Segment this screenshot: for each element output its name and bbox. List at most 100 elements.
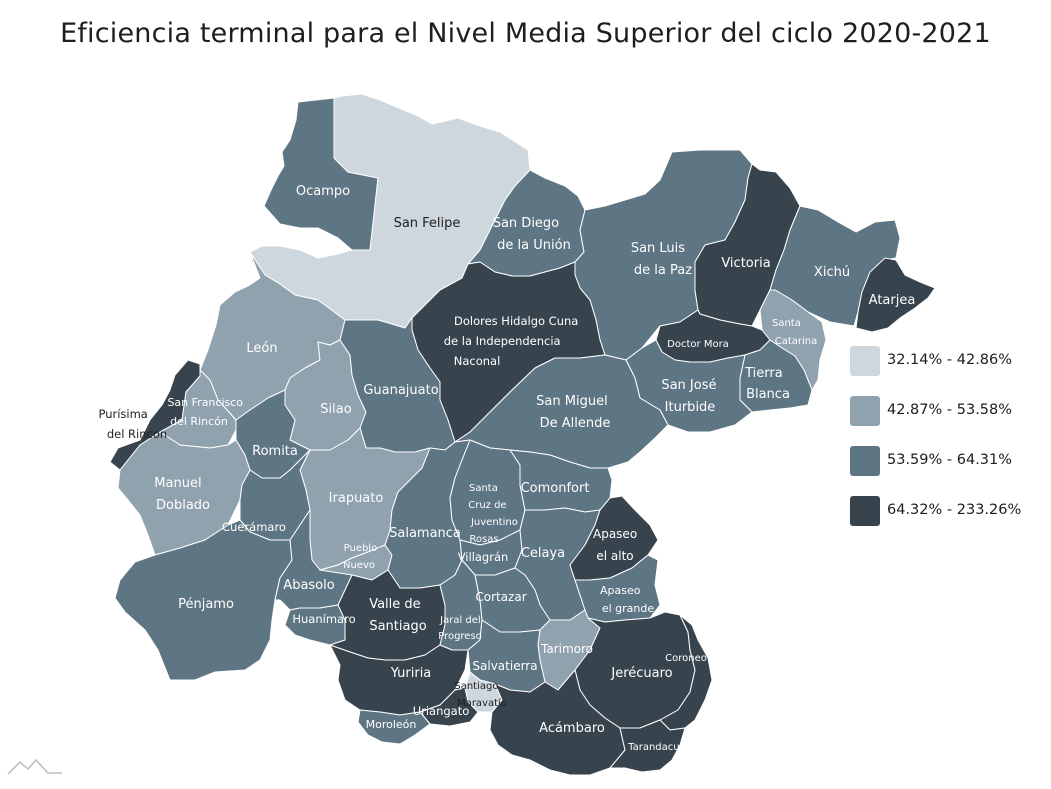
- label-pueblo-nuevo-line-1: Pueblo: [344, 543, 378, 554]
- label-coroneo: Coroneo: [665, 653, 707, 664]
- label-san-luis-paz-line-1: San Luis: [631, 241, 685, 256]
- label-san-luis-paz: San Luis de la Paz: [631, 241, 692, 278]
- label-uriangato: Uriangato: [413, 704, 470, 718]
- label-purisima-line-2: del Rincon: [107, 427, 167, 441]
- label-san-felipe: San Felipe: [394, 216, 461, 231]
- region-moroleon[interactable]: [357, 709, 431, 745]
- label-san-diego-line-2: de la Unión: [497, 238, 571, 253]
- legend-item-4[interactable]: 64.32% - 233.26%: [850, 496, 1050, 526]
- label-santa-cruz-line-4: Rosas: [469, 534, 498, 545]
- region-penjamo[interactable]: [114, 519, 293, 681]
- map-title: Eficiencia terminal para el Nivel Media …: [60, 18, 991, 49]
- legend-swatch-2: [850, 396, 880, 426]
- region-yuriria[interactable]: [329, 644, 469, 716]
- label-manuel-doblado-line-1: Manuel: [154, 476, 201, 491]
- label-comonfort: Comonfort: [521, 481, 590, 496]
- label-dolores: Dolores Hidalgo Cuna de la Independencia…: [444, 314, 582, 368]
- label-guanajuato: Guanajuato: [363, 383, 438, 398]
- legend-swatch-3: [850, 446, 880, 476]
- label-acambaro: Acámbaro: [539, 721, 605, 736]
- label-salvatierra: Salvatierra: [472, 659, 537, 673]
- label-san-luis-paz-line-2: de la Paz: [634, 263, 692, 278]
- label-valle-santiago: Valle de Santiago: [369, 597, 427, 634]
- label-san-diego: San Diego de la Unión: [493, 216, 571, 253]
- label-dolores-line-2: de la Independencia: [444, 334, 561, 348]
- label-doctor-mora: Doctor Mora: [667, 339, 729, 350]
- label-san-francisco-line-1: San Francisco: [167, 396, 243, 409]
- label-abasolo: Abasolo: [283, 578, 334, 593]
- label-celaya: Celaya: [521, 546, 565, 561]
- label-cueramaro: Cuerámaro: [222, 520, 286, 534]
- label-apaseo-alto-line-2: el alto: [596, 549, 633, 563]
- label-santiago-maravatio-line-2: Maravatío: [457, 697, 507, 709]
- label-salamanca: Salamanca: [389, 526, 461, 541]
- label-santiago-maravatio-line-1: Santiago: [454, 681, 498, 692]
- label-moroleon: Moroleón: [366, 718, 417, 731]
- label-santa-catarina-line-1: Santa: [772, 318, 801, 329]
- label-san-miguel-line-1: San Miguel: [536, 394, 608, 409]
- label-yuriria: Yuriria: [390, 666, 432, 681]
- label-cortazar: Cortazar: [475, 590, 526, 604]
- label-santa-cruz-line-1: Santa: [469, 483, 498, 494]
- label-santa-catarina: Santa Catarina: [772, 318, 817, 347]
- legend-label-1: 32.14% - 42.86%: [887, 352, 1013, 368]
- legend-item-1[interactable]: 32.14% - 42.86%: [850, 346, 1050, 376]
- label-santa-cruz-line-3: Juventino: [470, 517, 518, 528]
- legend-label-3: 53.59% - 64.31%: [887, 452, 1013, 468]
- label-valle-santiago-line-2: Santiago: [369, 619, 426, 634]
- label-valle-santiago-line-1: Valle de: [369, 597, 420, 612]
- label-san-jose-iturbide-line-2: Iturbide: [665, 400, 716, 415]
- label-apaseo-alto: Apaseo el alto: [593, 527, 641, 563]
- label-villagran: Villagrán: [458, 550, 509, 564]
- label-tarimoro: Tarimoro: [540, 642, 593, 656]
- label-penjamo: Pénjamo: [178, 597, 234, 612]
- label-silao: Silao: [320, 402, 351, 417]
- region-tarandacuao[interactable]: [609, 719, 686, 773]
- label-san-miguel: San Miguel De Allende: [536, 394, 612, 431]
- label-romita: Romita: [252, 444, 298, 459]
- label-ocampo: Ocampo: [296, 184, 350, 199]
- label-pueblo-nuevo: Pueblo Nuevo: [343, 543, 380, 571]
- region-uriangato[interactable]: [419, 687, 479, 727]
- legend-label-4: 64.32% - 233.26%: [887, 502, 1022, 518]
- label-purisima-line-1: Purísima: [98, 407, 147, 421]
- label-dolores-line-3: Naconal: [454, 354, 501, 368]
- mountain-logo-icon: [7, 759, 62, 775]
- label-leon: León: [246, 341, 277, 356]
- label-irapuato: Irapuato: [329, 491, 384, 506]
- label-tarandacuao: Tarandacuao: [627, 742, 692, 753]
- label-san-jose-iturbide: San José Iturbide: [661, 378, 720, 415]
- label-santa-cruz-line-2: Cruz de: [468, 500, 506, 511]
- label-san-francisco-line-2: del Rincón: [170, 415, 228, 428]
- label-tierra-blanca: Tierra Blanca: [744, 366, 790, 402]
- label-tierra-blanca-line-2: Blanca: [746, 387, 790, 402]
- label-victoria: Victoria: [721, 256, 770, 271]
- label-san-diego-line-1: San Diego: [493, 216, 559, 231]
- label-san-francisco: San Francisco del Rincón: [167, 396, 246, 428]
- legend-swatch-4: [850, 496, 880, 526]
- label-jaral: Jaral del Progreso: [438, 615, 484, 642]
- label-xichu: Xichú: [814, 265, 850, 280]
- label-santa-catarina-line-2: Catarina: [775, 336, 818, 347]
- label-apaseo-grande-line-1: Apaseo: [600, 584, 641, 597]
- region-atarjea[interactable]: [855, 257, 936, 333]
- legend-label-2: 42.87% - 53.58%: [887, 402, 1013, 418]
- legend-item-3[interactable]: 53.59% - 64.31%: [850, 446, 1050, 476]
- label-apaseo-alto-line-1: Apaseo: [593, 527, 637, 541]
- label-san-jose-iturbide-line-1: San José: [661, 378, 716, 393]
- label-jerecuaro: Jerécuaro: [610, 666, 672, 681]
- label-purisima: Purísima del Rincon: [98, 407, 167, 441]
- legend-swatch-1: [850, 346, 880, 376]
- label-pueblo-nuevo-line-2: Nuevo: [343, 560, 375, 571]
- label-apaseo-grande: Apaseo el grande: [600, 584, 654, 615]
- label-jaral-line-1: Jaral del: [439, 615, 481, 626]
- label-santa-cruz: Santa Cruz de Juventino Rosas: [468, 483, 521, 545]
- label-huanimaro: Huanímaro: [292, 612, 355, 626]
- label-jaral-line-2: Progreso: [438, 631, 482, 642]
- label-apaseo-grande-line-2: el grande: [602, 602, 655, 615]
- label-manuel-doblado: Manuel Doblado: [154, 476, 210, 513]
- label-dolores-line-1: Dolores Hidalgo Cuna: [454, 314, 578, 328]
- label-atarjea: Atarjea: [869, 293, 916, 308]
- legend-item-2[interactable]: 42.87% - 53.58%: [850, 396, 1050, 426]
